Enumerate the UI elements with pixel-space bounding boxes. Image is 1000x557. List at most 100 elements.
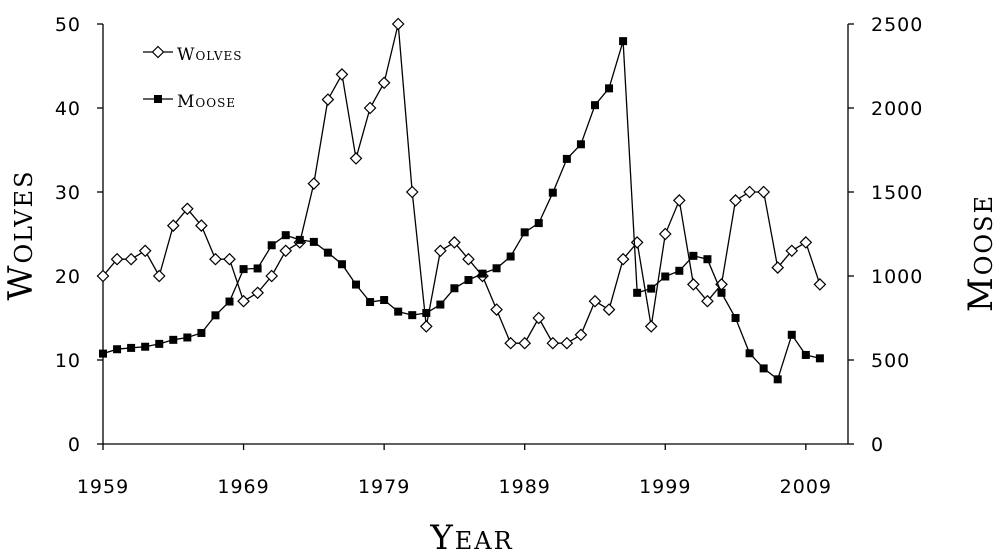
moose-point [661,272,670,281]
y-axis-right-title: Moose [961,194,1000,312]
y-left-tick-label: 10 [55,350,81,372]
legend-wolves-marker [151,45,165,59]
moose-point [141,342,150,351]
wolves-point [560,336,574,350]
y-right-tick-label: 1000 [871,266,923,288]
series-layer [96,17,827,384]
moose-point [745,349,754,358]
wolves-point [532,311,546,325]
wolves-point [279,244,293,258]
wolves-point [335,68,349,81]
x-tick-label: 1959 [77,476,129,498]
moose-point [155,339,164,348]
wolves-point [771,261,785,274]
wolves-point [518,336,532,350]
moose-point [337,260,346,269]
moose-point [647,284,656,293]
x-tick-label: 1979 [358,476,410,498]
moose-point [99,349,107,358]
moose-point [731,314,740,322]
moose-point [759,364,768,373]
moose-point [605,84,614,93]
moose-point [225,297,234,306]
wolves-point [743,185,756,199]
wolves-point [434,244,447,258]
wolves-point [405,185,419,199]
moose-point [323,248,332,257]
wolves-point [658,227,672,241]
wolves-point [223,252,236,266]
wolves-point [349,152,363,165]
wolves-point [729,194,742,207]
moose-point [352,280,361,289]
wolves-point [785,244,799,258]
wolves-point [377,76,391,90]
wolves-point [419,320,433,333]
wolves-point [602,303,616,316]
wolves-line [102,23,821,344]
wolves-point [490,303,503,316]
moose-point [127,343,136,352]
wolves-point [138,244,152,258]
moose-point [113,345,122,354]
wolves-point [195,219,208,232]
wolves-point [321,93,335,106]
wolves-point [546,336,560,350]
wolves-point [757,185,771,199]
moose-point [309,237,318,246]
moose-point [703,255,712,264]
moose-point [422,308,431,317]
legend: Wolves Moose [143,45,243,112]
moose-point [773,375,782,384]
y-right-tick-label: 500 [871,350,910,372]
moose-point [548,188,557,197]
moose-point [534,219,543,228]
y-left-tick-label: 20 [55,266,81,288]
moose-line [102,40,821,381]
moose-point [267,241,276,250]
moose-point [239,265,248,274]
moose-point [408,311,417,320]
moose-point [815,354,824,363]
wolves-point [124,252,138,266]
legend-moose-marker [154,95,162,103]
y-right-tick-label: 2500 [871,14,923,36]
moose-point [281,231,290,240]
y-left-tick-label: 30 [55,182,81,204]
wolves-point [644,320,658,333]
wolves-point [209,252,222,266]
moose-point [450,284,459,293]
wolves-point [237,294,250,308]
moose-point [633,288,642,297]
moose-point [562,154,571,163]
moose-point [576,140,585,149]
wolves-point [462,252,475,266]
y-axis-left-title: Wolves [1,169,41,300]
legend-wolves-label: Wolves [177,45,243,65]
y-right-tick-label: 0 [871,434,884,456]
y-left-tick-label: 0 [68,434,81,456]
moose-point [619,37,628,46]
wolves-point [687,278,700,291]
moose-point [197,328,206,337]
moose-point [675,266,684,275]
x-tick-label: 2009 [780,476,832,498]
wolves-point [307,177,321,190]
wolves-point [504,336,517,350]
wolves-point [672,194,686,207]
moose-point [253,264,262,273]
wolves-point [363,101,377,115]
y-left-tick-label: 40 [55,98,81,120]
wolves-point [391,17,405,31]
moose-point [183,333,192,342]
wolves-point [799,236,813,249]
x-axis-title: Year [429,518,513,557]
x-tick-label: 1969 [217,476,269,498]
wolves-point [616,252,630,266]
moose-point [211,311,220,320]
moose-point [394,307,403,316]
wolves-point [813,278,827,291]
x-tick-label: 1989 [499,476,551,498]
